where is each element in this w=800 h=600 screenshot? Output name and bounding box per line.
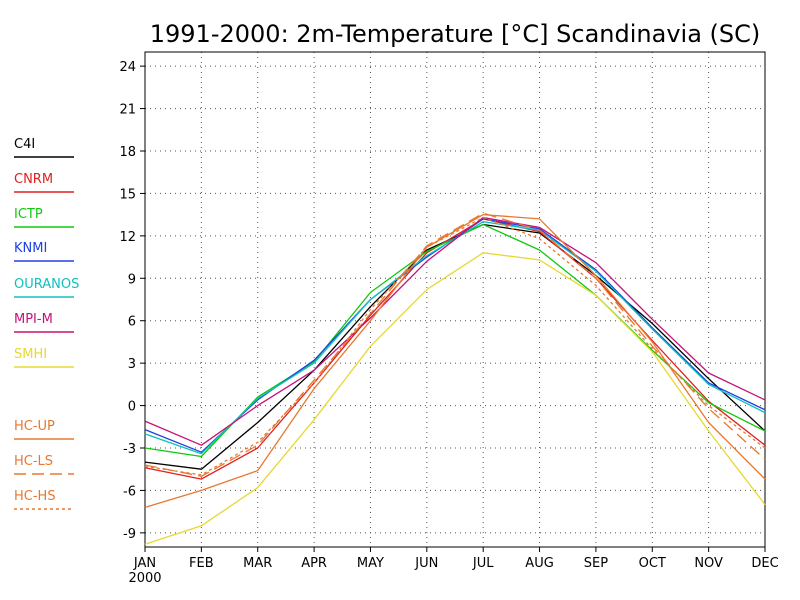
legend-label-smhi: SMHI xyxy=(14,347,47,362)
series-lines xyxy=(144,212,766,545)
x-tick-label-8: SEP xyxy=(584,556,608,571)
y-tick-label-7: 12 xyxy=(119,230,136,245)
x-tick-label-0: JAN xyxy=(133,556,156,571)
y-tick-label-8: 15 xyxy=(119,187,136,202)
series-line-hc-up xyxy=(144,213,766,509)
series-line-cnrm xyxy=(144,218,766,480)
y-tick-label-2: -3 xyxy=(123,442,136,457)
legend: C4I CNRM ICTP KNMI OURANOS MPI-M SMHI HC-UP HC-L… xyxy=(14,137,79,510)
chart-title: 1991-2000: 2m-Temperature [°C] Scandinav… xyxy=(150,20,761,48)
x-tick-label-5: JUN xyxy=(414,556,438,571)
legend-label-hc-up: HC-UP xyxy=(14,419,55,434)
axes: -9 -6 -3 0 3 6 9 12 15 18 21 24 JAN FEB MAR APR MAY JUN JU… xyxy=(119,51,779,586)
legend-label-cnrm: CNRM xyxy=(14,172,53,187)
y-tick-label-0: -9 xyxy=(123,527,136,542)
x-tick-label-2: MAR xyxy=(243,556,272,571)
y-tick-label-9: 18 xyxy=(119,145,136,160)
plot-frame xyxy=(144,51,766,548)
series-line-ictp xyxy=(144,223,766,458)
x-tick-label-9: OCT xyxy=(639,556,666,571)
legend-label-hc-hs: HC-HS xyxy=(14,489,56,504)
legend-label-ouranos: OURANOS xyxy=(14,277,79,292)
legend-label-mpi-m: MPI-M xyxy=(14,312,53,327)
series-line-hc-ls xyxy=(144,212,766,477)
x-sublabel: 2000 xyxy=(128,571,161,586)
x-tick-label-10: NOV xyxy=(694,556,723,571)
x-tick-label-1: FEB xyxy=(189,556,214,571)
legend-label-hc-ls: HC-LS xyxy=(14,454,53,469)
x-tick-label-3: APR xyxy=(301,556,327,571)
y-tick-label-5: 6 xyxy=(128,315,136,330)
y-tick-label-4: 3 xyxy=(128,357,136,372)
x-tick-label-11: DEC xyxy=(751,556,778,571)
legend-label-ictp: ICTP xyxy=(14,207,43,222)
y-tick-label-11: 24 xyxy=(119,60,136,75)
y-tick-label-1: -6 xyxy=(123,484,136,499)
y-tick-label-10: 21 xyxy=(119,103,136,118)
x-tick-label-7: AUG xyxy=(525,556,553,571)
x-tick-label-4: MAY xyxy=(357,556,384,571)
x-tick-label-6: JUL xyxy=(472,556,494,571)
grid-lines xyxy=(145,52,765,547)
y-tick-label-3: 0 xyxy=(128,400,136,415)
legend-label-c4i: C4I xyxy=(14,137,35,152)
y-tick-label-6: 9 xyxy=(128,272,136,287)
legend-label-knmi: KNMI xyxy=(14,241,47,256)
series-line-smhi xyxy=(144,252,766,545)
series-line-mpi-m xyxy=(144,216,766,446)
